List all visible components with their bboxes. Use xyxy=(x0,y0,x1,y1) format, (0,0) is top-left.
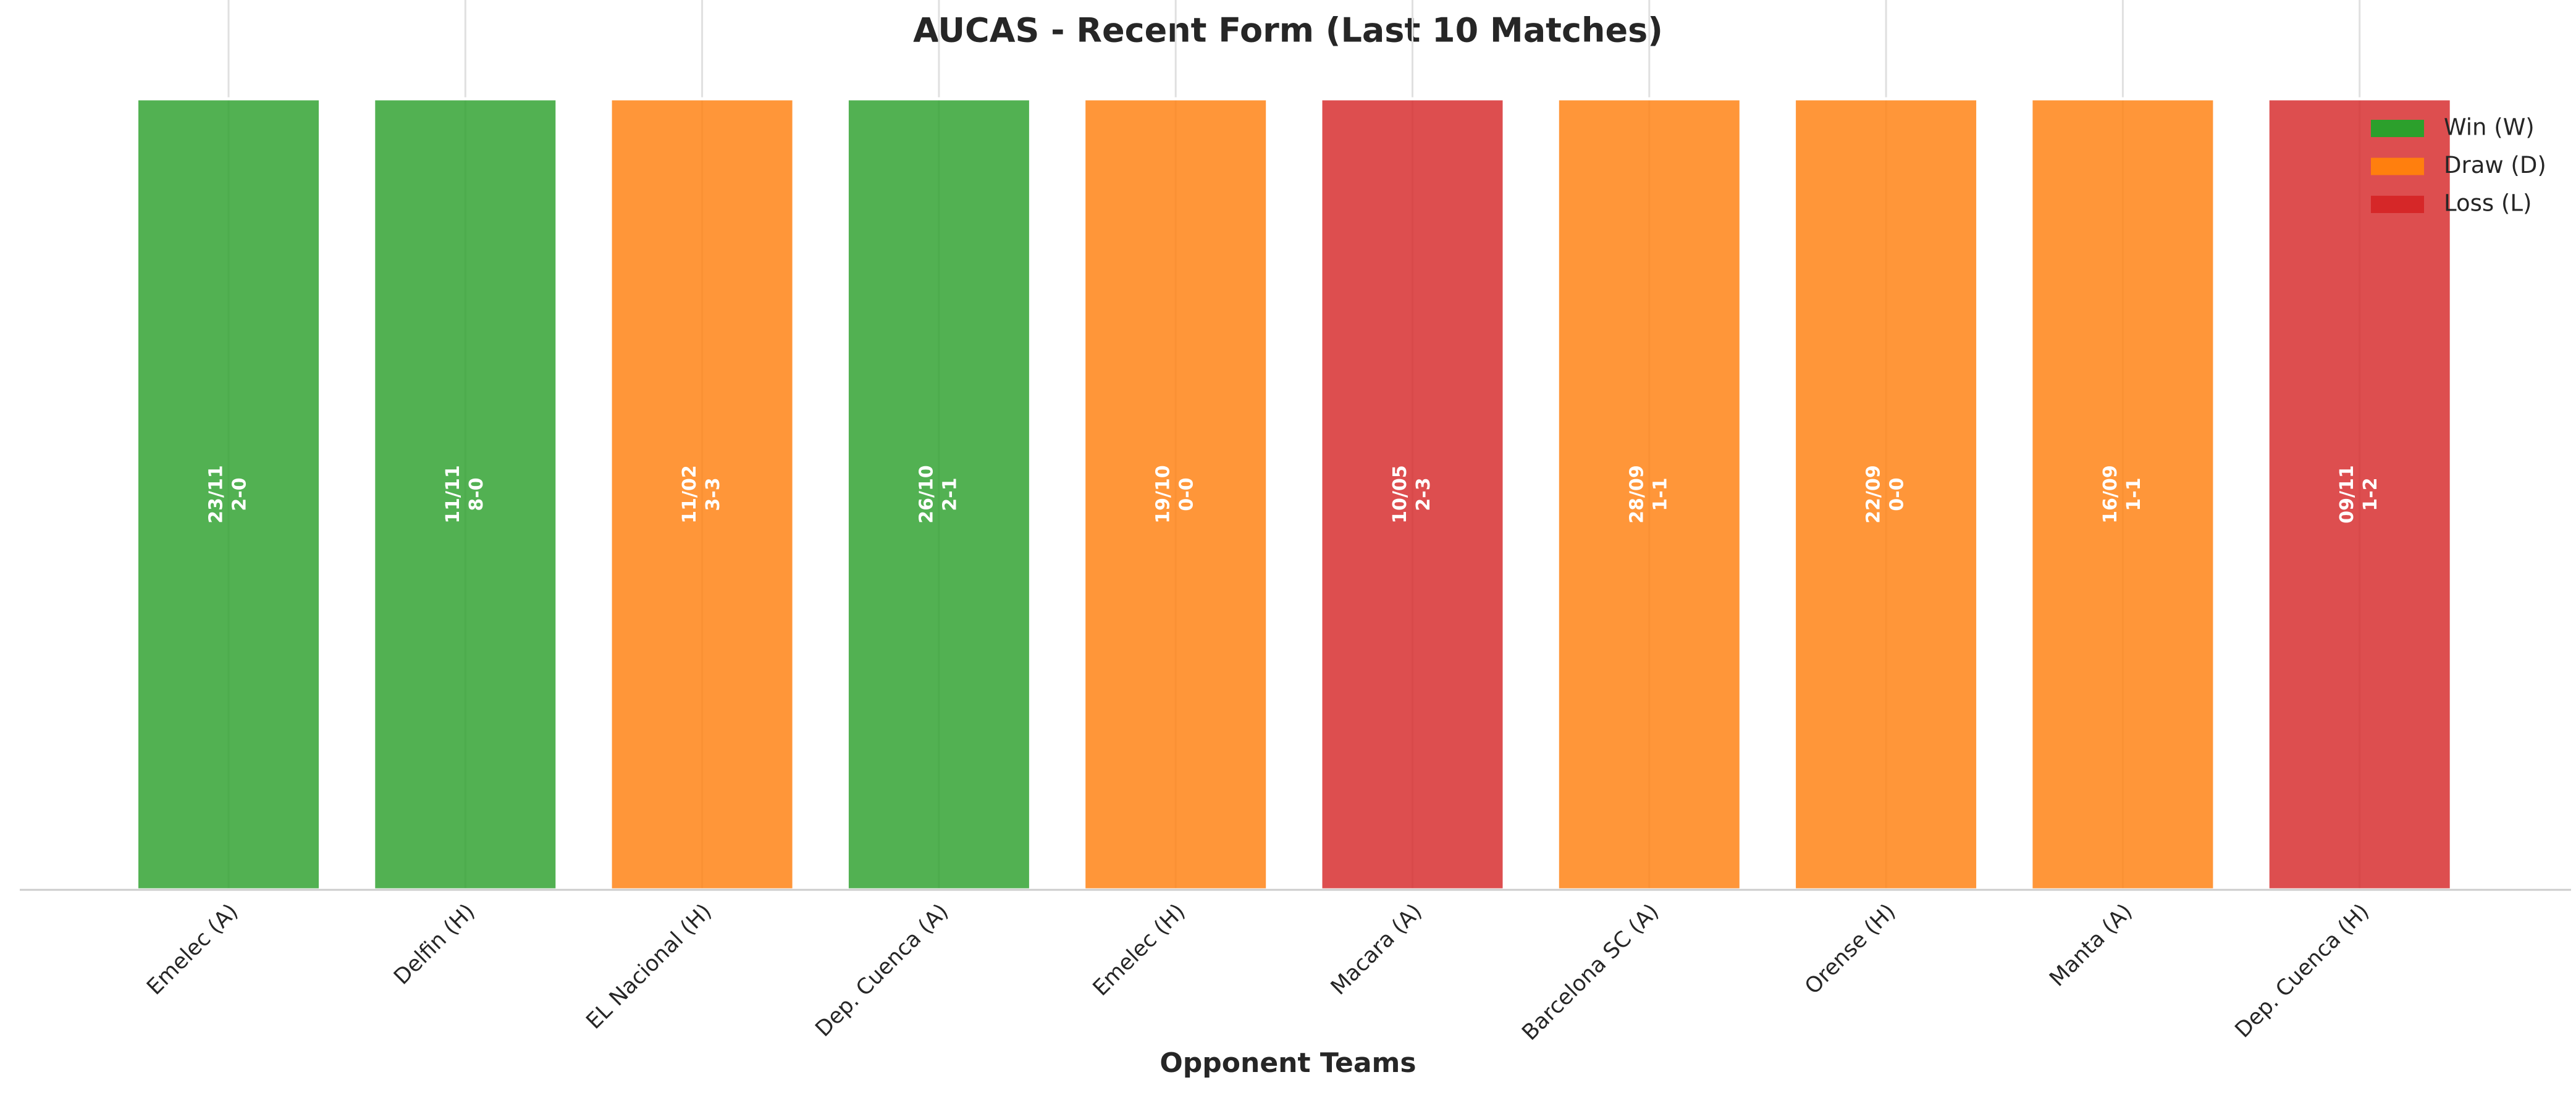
x-tick-label: Dep. Cuenca (A) xyxy=(811,899,954,1042)
bar xyxy=(1555,97,1743,892)
bar-score-label: 0-0 xyxy=(1887,477,1908,511)
bar-date-label: 26/10 xyxy=(915,465,937,523)
x-tick-label: Delfin (H) xyxy=(389,899,480,990)
bar xyxy=(1793,97,1980,892)
bar-score-label: 2-1 xyxy=(939,477,961,511)
x-tick-label: Manta (A) xyxy=(2045,899,2137,991)
bar-score-label: 0-0 xyxy=(1176,477,1198,511)
bar-score-label: 8-0 xyxy=(466,477,487,511)
bar-date-label: 19/10 xyxy=(1153,465,1174,523)
bar-date-label: 10/05 xyxy=(1389,465,1411,523)
bar-date-label: 22/09 xyxy=(1863,465,1885,523)
bar-score-label: 2-3 xyxy=(1413,477,1434,511)
bar-date-label: 16/09 xyxy=(2100,465,2121,523)
legend-swatch xyxy=(2371,196,2424,213)
bar xyxy=(1082,97,1269,892)
x-tick-label: Orense (H) xyxy=(1800,899,1900,999)
bar xyxy=(2029,97,2216,892)
bar-score-label: 1-1 xyxy=(1649,477,1671,511)
legend-label: Draw (D) xyxy=(2444,152,2546,178)
legend-label: Loss (L) xyxy=(2444,190,2532,217)
bar xyxy=(372,97,559,892)
bar xyxy=(1319,97,1506,892)
bar xyxy=(845,97,1032,892)
legend-label: Win (W) xyxy=(2444,114,2535,141)
x-tick-label: Barcelona SC (A) xyxy=(1517,899,1664,1045)
bar-score-label: 3-3 xyxy=(702,477,724,511)
bar-score-label: 1-2 xyxy=(2360,477,2381,511)
bar-date-label: 11/02 xyxy=(679,465,701,523)
bar-date-label: 11/11 xyxy=(442,465,464,523)
bar xyxy=(2266,97,2453,892)
bar-score-label: 1-1 xyxy=(2123,477,2145,511)
legend-swatch xyxy=(2371,120,2424,137)
chart-title: AUCAS - Recent Form (Last 10 Matches) xyxy=(913,11,1663,50)
legend-swatch xyxy=(2371,157,2424,175)
bar-date-label: 09/11 xyxy=(2336,465,2358,523)
x-tick-label: Macara (A) xyxy=(1326,899,1427,1000)
x-axis-label: Opponent Teams xyxy=(1160,1047,1416,1079)
bar-date-label: 23/11 xyxy=(206,465,227,523)
x-tick-label: Dep. Cuenca (H) xyxy=(2231,899,2374,1042)
bar-score-label: 2-0 xyxy=(229,477,251,511)
x-tick-label: EL Nacional (H) xyxy=(582,899,717,1034)
x-tick-label: Emelec (H) xyxy=(1088,899,1190,1001)
bar xyxy=(135,97,322,892)
bar-date-label: 28/09 xyxy=(1626,465,1648,523)
x-tick-label: Emelec (A) xyxy=(142,899,243,1000)
